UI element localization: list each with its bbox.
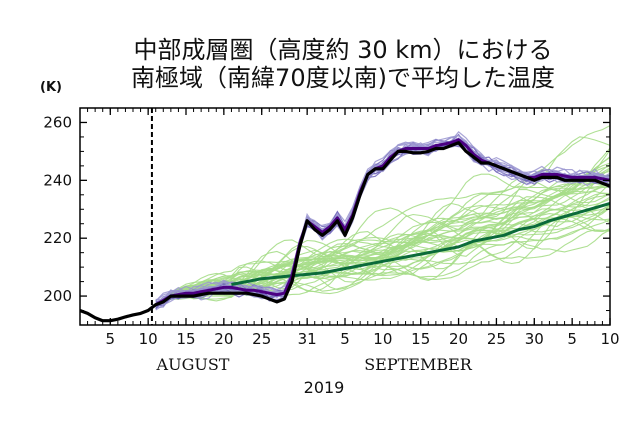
x-tick-label: 10 [600,330,619,348]
observed-temperature-line [80,141,610,323]
x-tick-label: 15 [176,330,195,348]
y-tick-label: 240 [43,171,72,189]
plot-area [80,125,610,323]
y-tick-label: 220 [43,229,72,247]
chart-title-line-2: 南極域（南緯70度以南)で平均した温度 [131,64,555,92]
x-tick-label: 31 [298,330,317,348]
x-tick-label: 25 [487,330,506,348]
x-tick-label: 15 [411,330,430,348]
month-label-august: AUGUST [156,355,230,374]
late-forecast-member-line [155,174,610,306]
late-forecast-members [155,125,610,306]
x-tick-label: 5 [340,330,350,348]
y-tick-label: 260 [43,113,72,131]
x-tick-label: 10 [139,330,158,348]
chart-title-line-1: 中部成層圏（高度約 30 km）における [133,36,552,64]
x-tick-label: 20 [449,330,468,348]
x-tick-label: 25 [252,330,271,348]
early-forecast-mean-line [154,138,610,307]
x-tick-label: 30 [525,330,544,348]
late-forecast-member-line [155,205,610,306]
late-forecast-member-line [155,207,610,306]
late-forecast-member-line [155,218,610,306]
month-label-september: SEPTEMBER [364,355,473,374]
x-tick-label: 10 [373,330,392,348]
x-tick-label: 20 [214,330,233,348]
y-axis-unit-label: (K) [40,80,62,95]
y-tick-label: 200 [43,287,72,305]
late-forecast-member-line [155,157,610,306]
x-tick-label: 5 [106,330,116,348]
plot-axes: 200 220 240 260 5 10 15 20 25 31 5 10 15 20 25 30 5 10 [43,107,620,348]
x-tick-label: 5 [567,330,577,348]
year-label: 2019 [304,378,345,397]
